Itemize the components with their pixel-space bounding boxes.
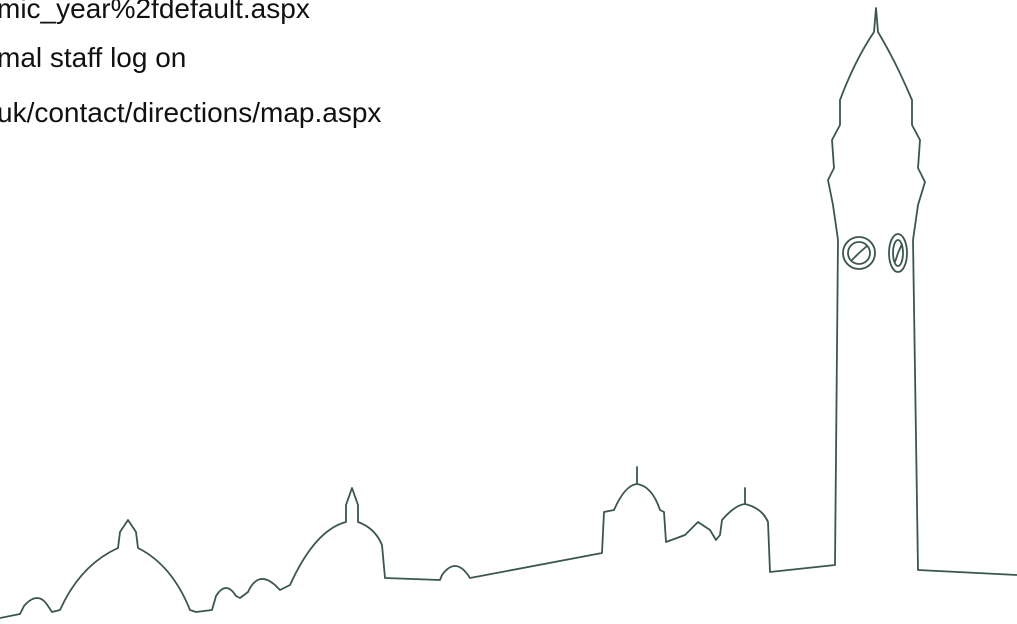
clock-face-inner [892, 239, 904, 267]
clock-hands [851, 245, 868, 261]
text-line: mal staff log on [0, 42, 187, 73]
clock-face [842, 236, 876, 270]
text-line: mic_year%2fdefault.aspx [0, 0, 310, 24]
text-line: uk/contact/directions/map.aspx [0, 97, 382, 128]
clock-face-inner [847, 241, 871, 265]
clock-face [888, 233, 908, 273]
clock-hands [894, 243, 903, 263]
skyline-outline [0, 7, 1017, 619]
